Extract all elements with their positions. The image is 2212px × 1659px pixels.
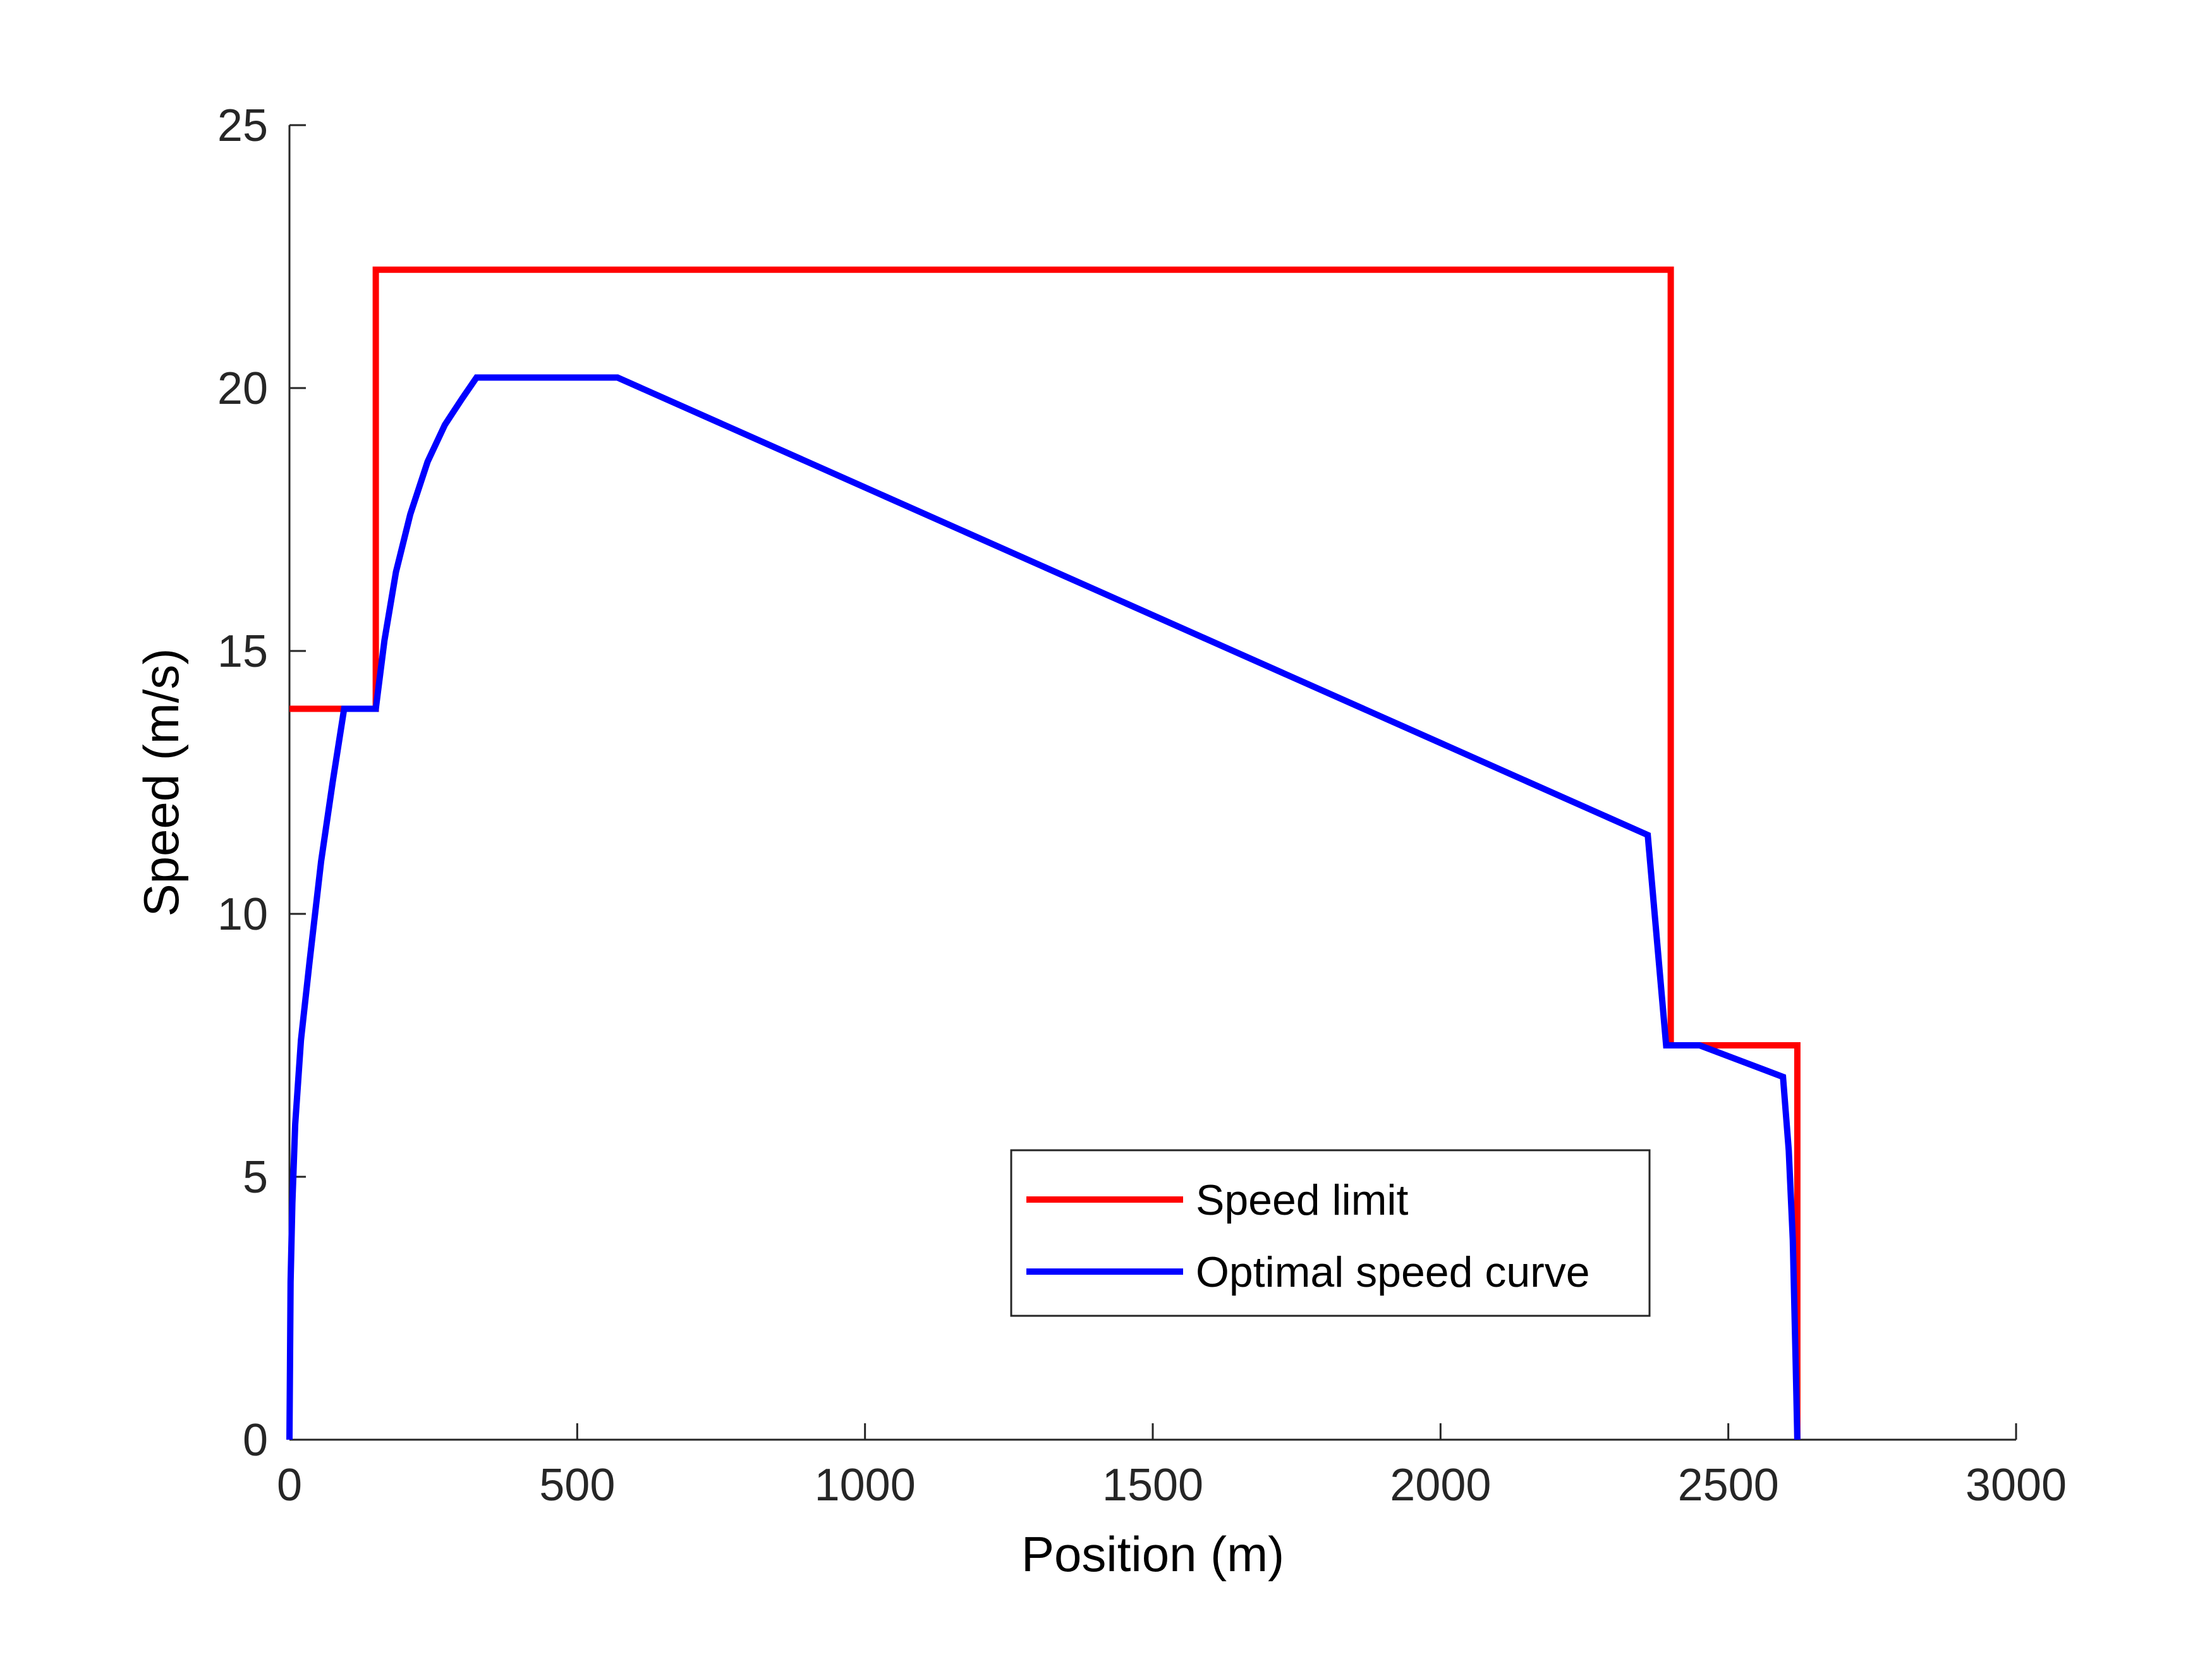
y-tick-label: 25: [217, 100, 268, 151]
x-axis-label: Position (m): [1021, 1526, 1284, 1582]
y-tick-label: 10: [217, 889, 268, 940]
x-tick-label: 1000: [815, 1460, 916, 1510]
legend-label-1: Optimal speed curve: [1196, 1248, 1590, 1296]
y-tick-label: 5: [243, 1152, 268, 1203]
y-tick-label: 15: [217, 626, 268, 677]
y-tick-label: 20: [217, 363, 268, 414]
axes: 0 500 1000 1500 2000 2500 3000 0 5 10 15 20 25: [217, 100, 2067, 1510]
series-layer: [286, 266, 1801, 1440]
x-tick-label: 2500: [1678, 1460, 1779, 1510]
x-tick-label: 500: [539, 1460, 615, 1510]
x-tick-label: 2000: [1390, 1460, 1491, 1510]
legend: Speed limit Optimal speed curve: [1010, 1149, 1651, 1317]
legend-box: [1010, 1149, 1651, 1317]
x-tick-label: 1500: [1102, 1460, 1203, 1510]
series-line-1: [286, 374, 1801, 1440]
x-tick-label: 0: [277, 1460, 302, 1510]
y-tick-label: 0: [243, 1415, 268, 1466]
y-axis-label: Speed (m/s): [133, 648, 189, 917]
x-tick-label: 3000: [1966, 1460, 2067, 1510]
legend-label-0: Speed limit: [1196, 1176, 1408, 1224]
